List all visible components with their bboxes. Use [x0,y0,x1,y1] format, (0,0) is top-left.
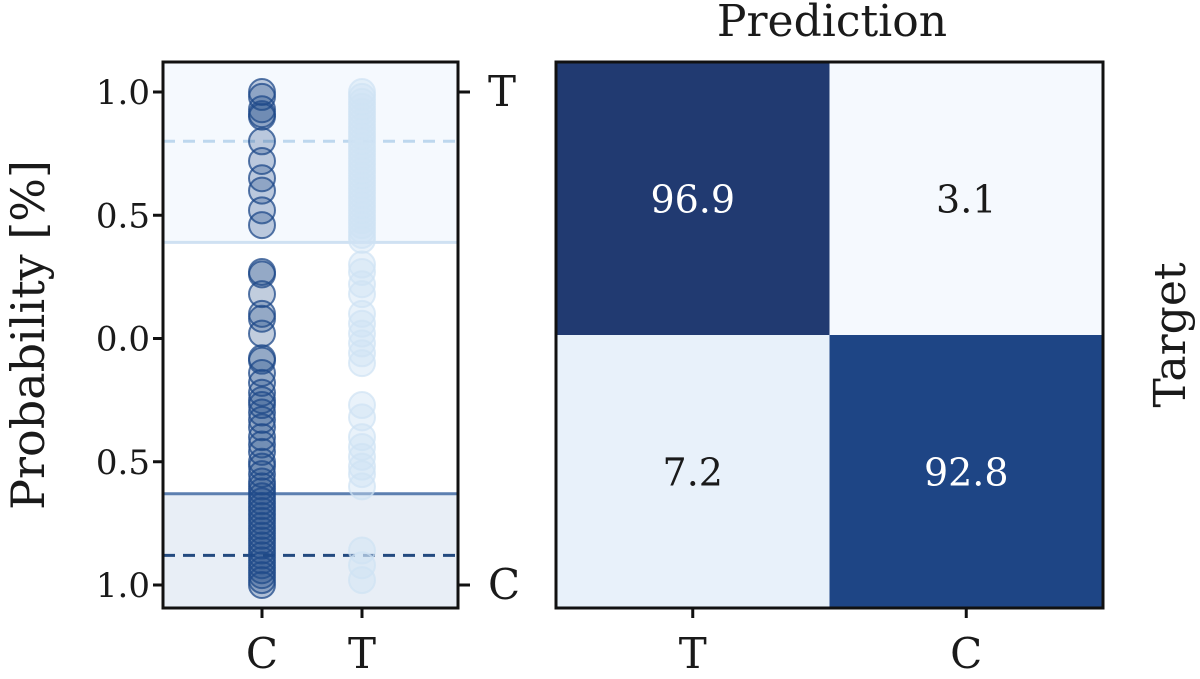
matrix-y-axis-label: Target [1145,262,1196,407]
matrix-cell-c-t [556,335,830,608]
point-c-54 [248,571,276,599]
point-c-4 [248,102,276,131]
point-t-31 [348,250,376,279]
point-c-5 [248,127,276,156]
matrix-cell-label: 96.9 [650,178,735,222]
matrix-cell-label: 92.8 [924,451,1009,495]
probability-points [248,78,376,599]
matrix-x-tick-label-t: T [679,629,707,678]
shaded-region-0 [163,62,458,243]
matrix-cell-label: 3.1 [936,178,996,222]
point-c-31 [248,452,276,481]
point-c-23 [248,391,276,420]
point-c-9 [248,196,276,225]
point-t-39 [348,339,376,368]
matrix-cell-t-t [556,62,830,335]
point-c-19 [248,359,276,388]
matrix-x-tick-label-c: C [950,629,982,678]
point-t-49 [348,536,376,565]
right-tick-label-t: T [488,67,516,116]
point-c-10 [248,211,276,240]
point-t-35 [348,299,376,328]
point-c-12 [248,260,276,289]
point-c-27 [248,423,276,452]
point-c-13 [248,280,276,309]
matrix-cell-t-c [829,62,1103,335]
threshold-lines [163,139,458,557]
point-c-8 [248,176,276,205]
point-t-43 [348,423,376,452]
point-t-48 [348,472,376,501]
y-tick-label-2: 0.0 [96,320,150,360]
point-t-40 [348,349,376,378]
point-t-37 [348,319,376,348]
point-c-29 [248,437,276,466]
point-t-34 [348,280,376,309]
matrix-title: Prediction [717,0,947,47]
x-tick-label-t: T [348,629,376,678]
point-t-44 [348,432,376,461]
y-tick-label-4: 1.0 [96,566,150,606]
matrix-frame [554,60,1105,610]
point-t-33 [348,270,376,299]
y-tick-label-0: 1.0 [96,73,150,113]
shaded-region-1 [163,493,458,608]
point-t-51 [348,566,376,595]
point-t-46 [348,452,376,481]
point-c-15 [248,304,276,333]
left-y-axis-ticks: 1.0 0.5 0.0 0.5 1.0 [96,73,163,606]
matrix-cell-label: 7.2 [663,451,723,495]
point-t-36 [348,309,376,338]
shaded-regions [163,62,458,608]
point-c-16 [248,319,276,348]
matrix-cell-c-c [829,335,1103,608]
right-axis-ticks: TC [458,67,520,609]
right-tick-label-c: C [488,560,520,609]
left-y-axis-label: Probability [%] [1,160,55,510]
left-plot-frame [161,60,460,610]
x-tick-label-c: C [246,629,278,678]
matrix-cells: 96.9 3.1 7.2 92.8 [556,62,1103,608]
point-t-50 [348,551,376,580]
point-t-30 [348,225,376,254]
point-t-42 [348,403,376,432]
point-t-38 [348,329,376,358]
y-tick-label-1: 0.5 [96,196,150,236]
point-c-24 [248,398,276,427]
y-tick-label-3: 0.5 [96,443,150,483]
